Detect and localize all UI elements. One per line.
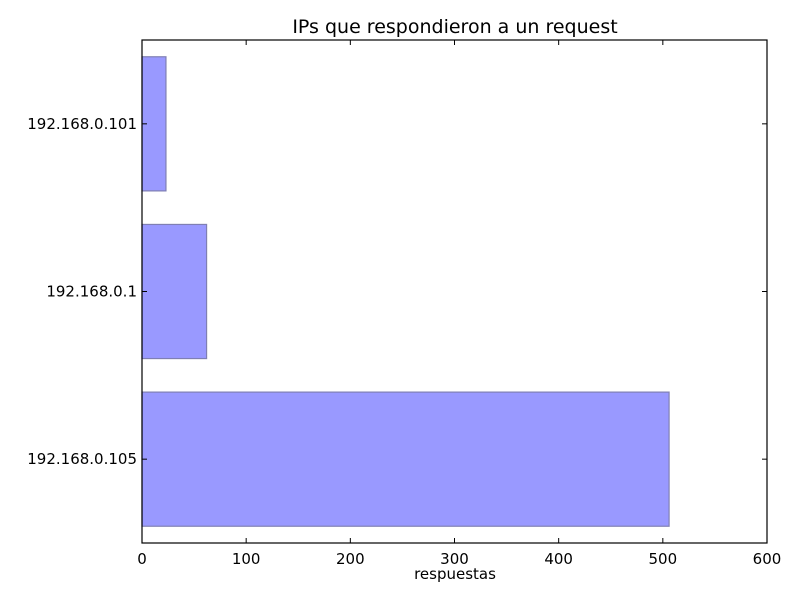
x-tick-label: 300 [440,550,469,568]
y-tick-label: 192.168.0.1 [46,283,137,301]
bar-192-168-0-1 [141,223,208,360]
plot-frame [141,39,768,544]
x-tick-label: 0 [137,550,147,568]
bar-192-168-0-105 [141,391,670,527]
ticks-group: 192.168.0.105 192.168.0.1 192.168.0.101 0 10… [27,40,781,568]
y-tick-label: 192.168.0.101 [27,115,137,133]
y-tick-label: 192.168.0.105 [27,450,137,468]
x-tick-label: 100 [232,550,261,568]
chart-title: IPs que respondieron a un request [292,16,617,38]
x-tick-label: 400 [544,550,573,568]
bars-group [141,56,670,527]
x-tick-label: 200 [336,550,365,568]
x-axis-label: respuestas [414,565,496,583]
x-tick-label: 600 [753,550,782,568]
x-tick-label: 500 [649,550,678,568]
